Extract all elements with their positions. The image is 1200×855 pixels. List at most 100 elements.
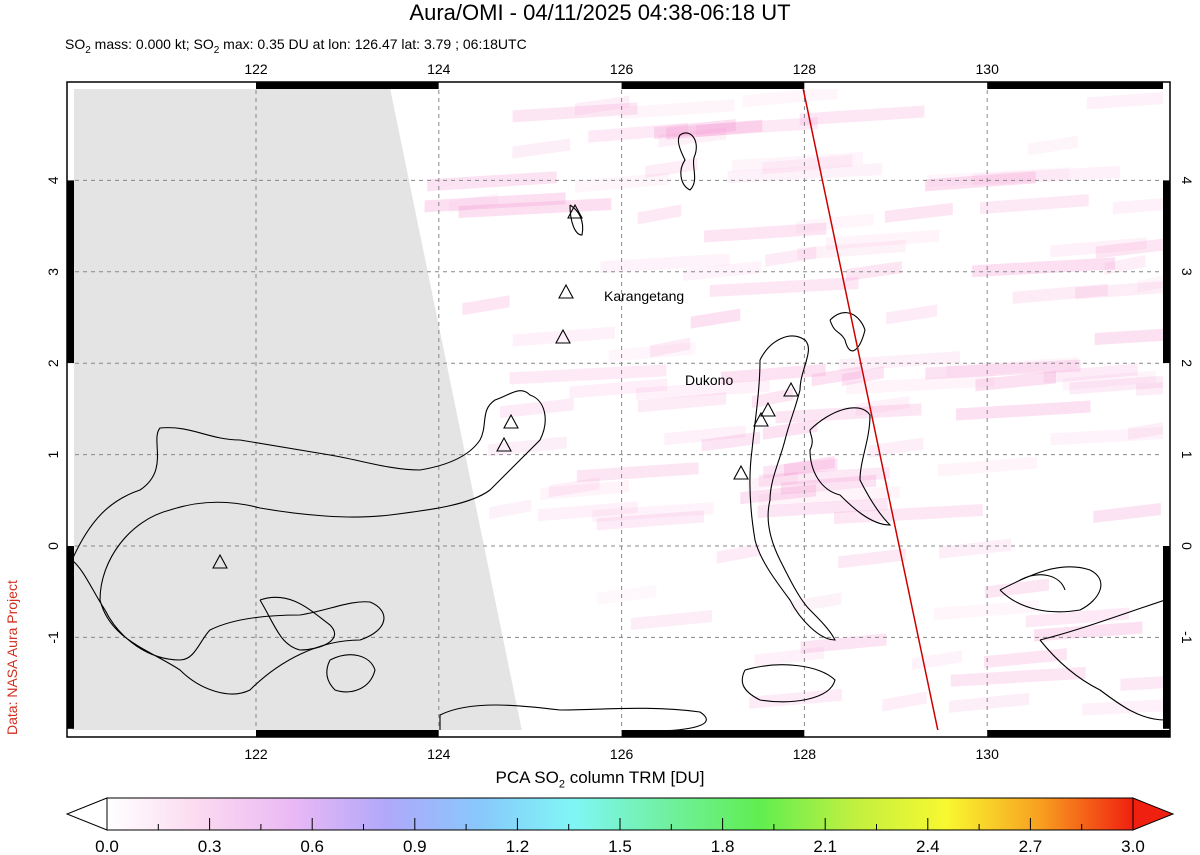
so2-stripe [749,688,842,709]
so2-stripe [780,474,877,495]
so2-stripe [540,480,629,501]
subtitle-text: mass: 0.000 kt; SO [90,36,214,52]
lat-tick-label: 2 [1179,359,1195,367]
lat-tick-label: 4 [45,176,61,184]
so2-stripe [956,400,1091,421]
so2-stripe [839,351,961,372]
volcano-label-karangetang: Karangetang [604,288,684,304]
so2-stripe [592,502,714,523]
so2-stripe [1025,607,1129,628]
so2-stripe [927,167,1070,188]
colorbar-title-text: PCA SO [495,768,559,787]
so2-stripe [427,171,557,192]
so2-stripe [695,117,818,138]
so2-stripe [1094,328,1165,345]
so2-stripe [975,371,1057,392]
so2-stripe [846,374,995,395]
colorbar-tick-label: 1.5 [608,837,632,855]
volcano-triangle-icon [558,283,574,299]
volcano-triangle-icon [567,203,583,219]
so2-stripe [1086,91,1165,110]
so2-stripe [799,105,925,126]
colorbar-min-arrow [65,797,108,831]
so2-stripe [424,192,566,213]
so2-stripe [462,295,510,316]
volcano-triangle-icon [555,328,571,344]
so2-stripe [1136,382,1165,396]
so2-stripe [1082,699,1165,716]
so2-stripe [1027,135,1078,156]
colorbar-tick-label: 0.3 [198,837,222,855]
so2-stripe [1043,363,1138,384]
subtitle-sub: 2 [85,44,91,56]
so2-stripe [1062,370,1156,391]
colorbar-tick-label: 0.0 [95,837,119,855]
volcano-triangle-icon [760,401,776,417]
so2-stripe [600,253,730,274]
frame-bar [621,82,805,89]
so2-stripe [797,239,906,260]
colorbar: 0.0 0.3 0.6 0.9 1.2 1.5 1.8 2.1 2.4 2.7 3.0 [65,797,1175,855]
so2-stripe [884,202,953,223]
lon-tick-label: 130 [976,61,1000,77]
colorbar-tick-label: 1.2 [506,837,530,855]
so2-stripe [980,194,1089,215]
volcano-triangle-icon [212,553,228,569]
frame-bar [987,730,1170,737]
lon-tick-label: 122 [244,61,268,77]
map-subtitle: SO2 mass: 0.000 kt; SO2 max: 0.35 DU at … [65,36,527,56]
so2-stripe [574,95,630,116]
lat-tick-label: 3 [45,268,61,276]
so2-stripe [683,260,762,281]
colorbar-tick-label: 1.8 [711,837,735,855]
frame-bar [1163,363,1170,546]
so2-stripe [825,229,940,250]
so2-stripe [512,138,571,159]
so2-stripe [489,499,532,520]
frame-bar [67,730,256,737]
frame-bar [804,730,988,737]
so2-stripe [1120,676,1165,691]
colorbar-tick-label: 2.7 [1019,837,1043,855]
lat-tick-label: 3 [1179,268,1195,276]
so2-stripe [758,486,900,507]
so2-stripe [846,261,902,282]
so2-stripe [1069,375,1165,395]
frame-bar [67,82,74,181]
so2-stripe [549,477,600,498]
so2-stripe [608,342,696,363]
so2-stripe [934,600,1039,621]
volcano-triangle-icon [753,411,769,427]
so2-stripe [790,592,842,613]
so2-stripe [596,585,657,606]
so2-stripe [1137,275,1165,293]
so2-stripe [925,171,1036,192]
so2-stripe [783,456,835,477]
so2-stripe [762,154,853,175]
so2-stripe [569,378,668,399]
lon-tick-label: 124 [427,746,451,762]
so2-stripe [775,403,922,424]
frame-bar [67,546,74,729]
lat-tick-label: 4 [1179,177,1195,185]
volcano-triangle-icon [733,464,749,480]
lat-tick-label: -1 [45,631,61,644]
so2-stripe [838,548,906,569]
so2-stripe [575,172,670,193]
so2-stripe [1095,238,1165,259]
frame-bar [256,730,439,737]
so2-stripe [972,165,1120,186]
so2-stripe [512,326,615,347]
so2-stripe [949,692,1030,713]
so2-stripe [509,364,667,385]
so2-stripe [972,257,1116,278]
so2-stripe [716,543,761,564]
axis-tick-labels: 122 122 124 124 126 126 128 128 130 130 4 4 3 3 2 2 1 1 0 0… [45,61,1195,762]
so2-stripe [911,650,963,671]
colorbar-tick-label: 2.4 [916,837,940,855]
so2-stripe [886,304,938,325]
graticule [72,88,1165,731]
frame-bar [1163,82,1170,181]
volcano-markers [212,203,799,569]
